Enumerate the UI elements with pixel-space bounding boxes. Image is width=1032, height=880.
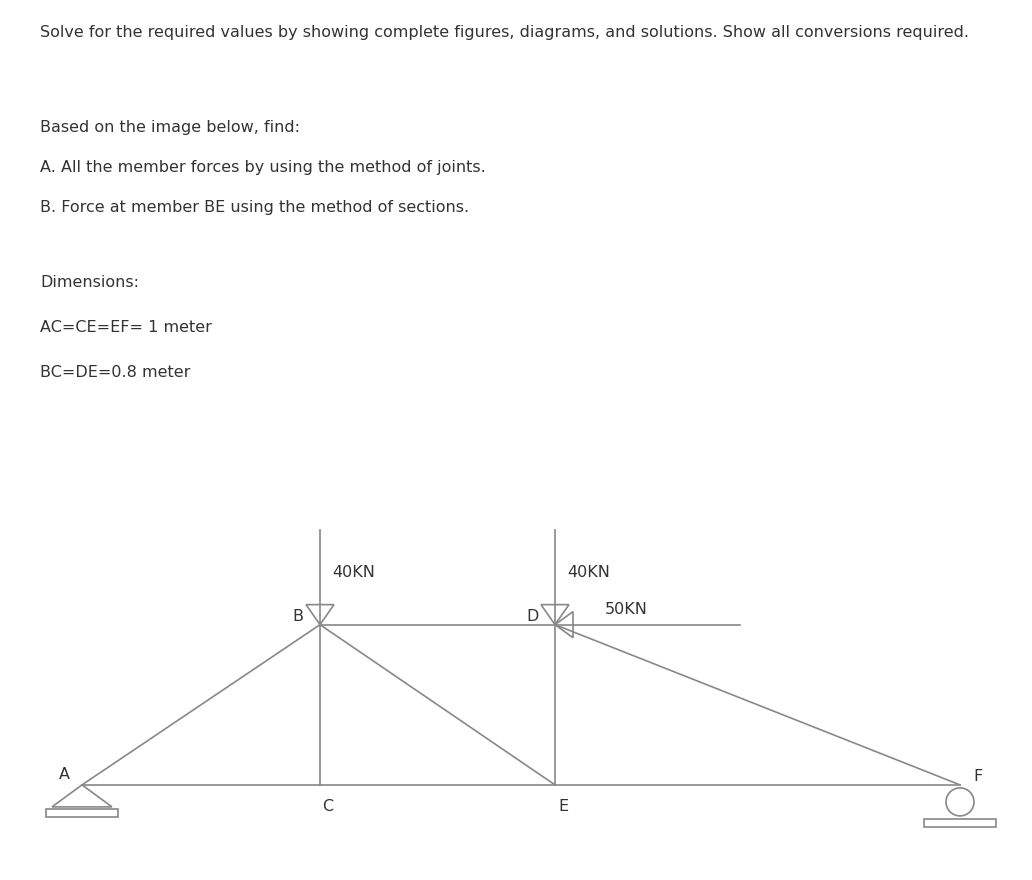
Text: 40KN: 40KN	[332, 565, 375, 580]
Text: AC=CE=EF= 1 meter: AC=CE=EF= 1 meter	[40, 320, 212, 335]
Text: Dimensions:: Dimensions:	[40, 275, 139, 290]
Text: Based on the image below, find:: Based on the image below, find:	[40, 120, 300, 135]
Text: F: F	[973, 769, 982, 784]
Text: A: A	[59, 767, 69, 782]
Text: 50KN: 50KN	[605, 602, 648, 617]
Text: BC=DE=0.8 meter: BC=DE=0.8 meter	[40, 365, 190, 380]
Text: B. Force at member BE using the method of sections.: B. Force at member BE using the method o…	[40, 200, 470, 215]
Text: Solve for the required values by showing complete figures, diagrams, and solutio: Solve for the required values by showing…	[40, 25, 969, 40]
Text: E: E	[558, 799, 568, 814]
Text: C: C	[322, 799, 333, 814]
Text: 40KN: 40KN	[567, 565, 610, 580]
Text: B: B	[292, 609, 303, 624]
Text: D: D	[526, 609, 539, 624]
Text: A. All the member forces by using the method of joints.: A. All the member forces by using the me…	[40, 160, 486, 175]
